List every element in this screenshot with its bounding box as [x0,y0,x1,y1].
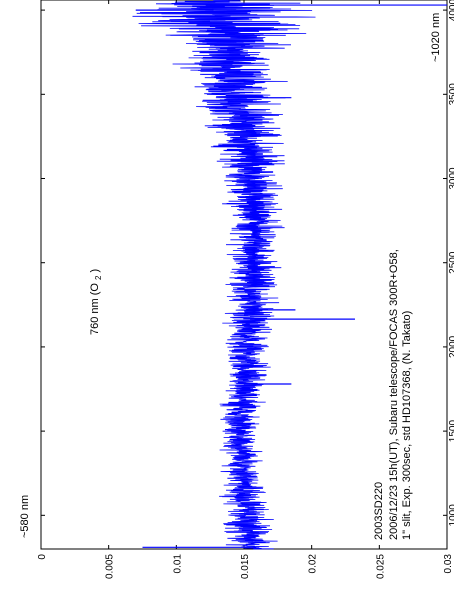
flux-tick-label: 0.005 [105,554,116,579]
flux-tick-label: 0 [37,554,48,560]
o2-subscript: 2 [94,275,103,280]
observation-line-1: 2006/12/23 15h(UT), Subaru telescope/FOC… [388,249,400,540]
flux-tick-label: 0.02 [308,554,319,574]
wavelength-tick-label: 3500 [448,83,454,106]
object-name: 2003SD220 [373,482,385,540]
o2-suffix: ) [89,269,101,273]
wavelength-tick-label: 3000 [448,167,454,190]
wavelength-tick-label: 2500 [448,251,454,274]
flux-tick-label: 0.01 [172,554,183,574]
flux-tick-label: 0.03 [443,554,454,574]
wavelength-tick-label: 2000 [448,335,454,358]
wavelength-tick-label: 4000 [448,0,454,21]
o2-annotation: 760 nm (O 2 ) [89,269,104,335]
wavelength-end-label: ~1020 nm [430,13,442,62]
wavelength-tick-label: 1500 [448,420,454,443]
o2-label: 760 nm (O [89,283,101,335]
axis-ticks: 0 0.005 0.01 0.015 0.02 0.025 0.03 1000 1500 2000… [37,0,454,579]
spectrum-line [132,0,316,550]
spectrum-series [132,0,447,550]
observation-line-2: 1" slit, Exp. 300sec, std HD107368, (N. … [401,311,413,540]
wavelength-start-label: ~580 nm [19,495,31,538]
wavelength-tick-label: 1000 [448,504,454,527]
flux-tick-label: 0.015 [240,554,251,579]
flux-tick-label: 0.025 [375,554,386,579]
